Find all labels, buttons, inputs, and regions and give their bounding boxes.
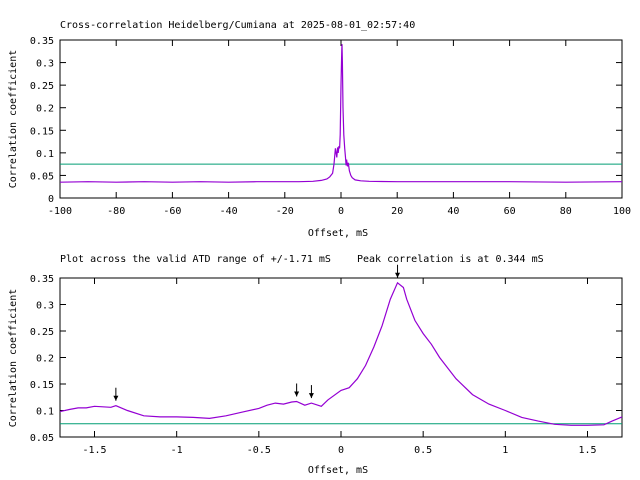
top-chart-title: Cross-correlation Heidelberg/Cumiana at …: [60, 20, 415, 31]
x-tick-label: 1.5: [578, 445, 596, 456]
y-tick-label: 0.1: [36, 407, 54, 418]
y-tick-label: 0.35: [30, 36, 54, 47]
x-tick-label: 100: [613, 206, 631, 217]
marker-arrow-head: [113, 395, 119, 401]
top-chart: Cross-correlation Heidelberg/Cumiana at …: [8, 20, 631, 239]
bottom-chart: Plot across the valid ATD range of +/-1.…: [8, 254, 623, 476]
correlation-series-line: [59, 44, 623, 183]
x-tick-label: 40: [447, 206, 459, 217]
y-tick-label: 0.35: [30, 274, 54, 285]
y-tick-label: 0.1: [36, 149, 54, 160]
x-tick-label: -0.5: [247, 445, 271, 456]
bottom-chart-plot: 0.05 0.1 0.15 0.2 0.25 0.3 0.35 -1.5 -1 -0.5 0 0.5 1…: [30, 264, 623, 456]
correlation-series-line: [59, 281, 623, 426]
y-tick-label: 0.2: [36, 354, 54, 365]
marker-arrow-head: [308, 393, 314, 399]
x-tick-label: -40: [220, 206, 238, 217]
y-tick-label: 0.05: [30, 171, 54, 182]
x-tick-label: 0: [338, 206, 344, 217]
x-tick-label: 20: [391, 206, 403, 217]
marker-arrow-head: [395, 272, 401, 278]
y-tick-label: 0.05: [30, 433, 54, 444]
x-tick-label: -80: [107, 206, 125, 217]
bottom-chart-peak-annotation: Peak correlation is at 0.344 mS: [357, 254, 544, 265]
x-tick-label: -100: [48, 206, 72, 217]
top-chart-plot: 0 0.05 0.1 0.15 0.2 0.25 0.3 0.35 -100 -80 -60 -40 -…: [30, 36, 631, 217]
bottom-chart-y-axis-label: Correlation coefficient: [8, 289, 19, 427]
y-tick-label: 0.25: [30, 81, 54, 92]
x-tick-label: 0: [338, 445, 344, 456]
x-tick-label: -1: [171, 445, 183, 456]
y-tick-label: 0.3: [36, 301, 54, 312]
x-tick-label: 60: [504, 206, 516, 217]
y-tick-label: 0.3: [36, 59, 54, 70]
y-tick-label: 0.25: [30, 327, 54, 338]
y-tick-label: 0.15: [30, 126, 54, 137]
y-tick-label: 0.15: [30, 380, 54, 391]
x-tick-label: 80: [560, 206, 572, 217]
x-tick-label: -20: [276, 206, 294, 217]
top-chart-x-axis-label: Offset, mS: [308, 228, 368, 239]
y-tick-label: 0: [48, 194, 54, 205]
bottom-chart-title: Plot across the valid ATD range of +/-1.…: [60, 254, 331, 265]
x-tick-label: 0.5: [414, 445, 432, 456]
x-tick-label: 1: [502, 445, 508, 456]
y-tick-label: 0.2: [36, 104, 54, 115]
plot-frame: [59, 277, 623, 438]
x-tick-label: -1.5: [82, 445, 106, 456]
marker-arrow-head: [294, 391, 300, 397]
top-chart-y-axis-label: Correlation coefficient: [8, 50, 19, 188]
x-tick-label: -60: [163, 206, 181, 217]
bottom-chart-x-axis-label: Offset, mS: [308, 465, 368, 476]
